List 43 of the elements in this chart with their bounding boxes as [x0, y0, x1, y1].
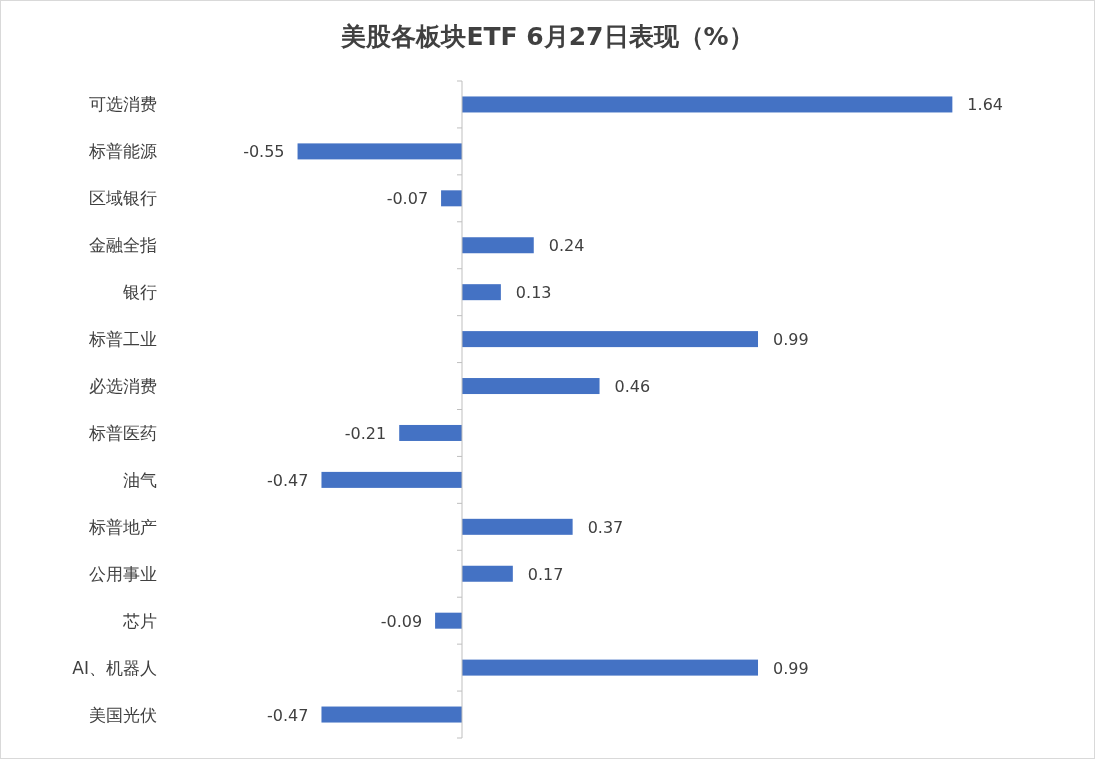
bar [297, 143, 462, 160]
y-tick-label: 区域银行 [89, 188, 157, 209]
data-label: -0.47 [267, 705, 309, 725]
data-label: -0.09 [380, 611, 423, 631]
data-label: -0.07 [386, 189, 429, 209]
data-label: 0.99 [773, 330, 809, 350]
data-label: 0.37 [587, 517, 624, 537]
bar [462, 96, 953, 113]
bar [462, 237, 534, 254]
bar [462, 284, 501, 301]
data-label: 0.13 [515, 283, 552, 303]
data-label: -0.21 [344, 423, 387, 443]
y-tick-label: 芯片 [122, 610, 157, 631]
data-label: -0.47 [267, 470, 309, 490]
y-tick-label: AI、机器人 [72, 657, 157, 678]
y-tick-label: 标普能源 [88, 141, 157, 162]
data-label: 0.24 [548, 236, 585, 256]
data-label: -0.55 [243, 142, 285, 162]
data-label: 0.99 [773, 658, 809, 678]
y-tick-label: 油气 [123, 469, 157, 490]
bar [462, 659, 759, 676]
bar [462, 378, 600, 395]
bar [399, 424, 462, 441]
bar [462, 518, 573, 535]
bar [321, 471, 462, 488]
bar [435, 612, 462, 629]
y-tick-label: 可选消费 [89, 94, 157, 115]
y-tick-label: 银行 [122, 282, 157, 303]
bar [321, 706, 462, 723]
y-tick-label: 标普工业 [88, 329, 157, 350]
y-tick-label: 标普地产 [88, 516, 157, 537]
y-tick-label: 必选消费 [89, 376, 157, 397]
data-label: 0.46 [614, 377, 651, 397]
y-tick-label: 美国光伏 [89, 704, 157, 725]
bar [441, 190, 462, 207]
chart-title: 美股各板块ETF 6月27日表现（%） [340, 22, 754, 51]
bar [462, 565, 513, 582]
bar [462, 331, 759, 348]
data-label: 0.17 [527, 564, 564, 584]
data-label: 1.64 [967, 95, 1003, 115]
y-tick-label: 标普医药 [88, 422, 157, 443]
y-tick-label: 金融全指 [89, 235, 157, 256]
y-tick-label: 公用事业 [89, 563, 157, 584]
